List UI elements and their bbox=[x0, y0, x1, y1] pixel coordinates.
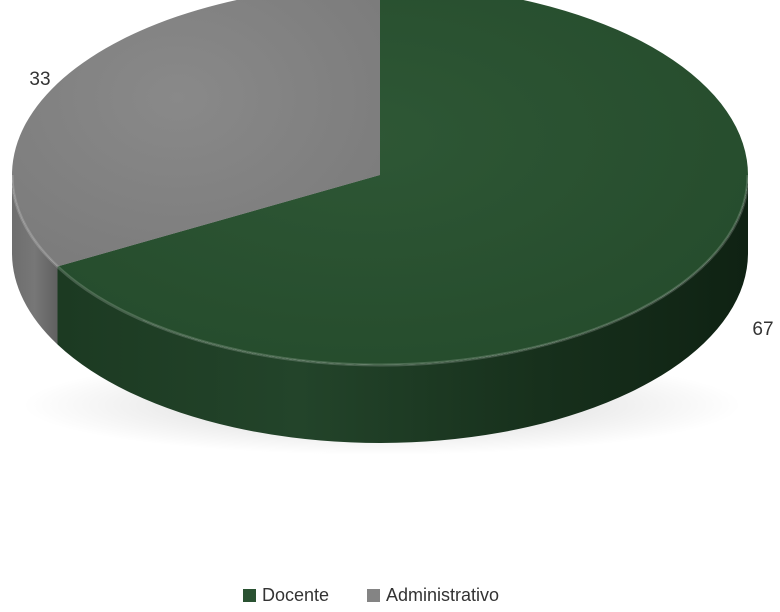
pie-rim-highlight bbox=[10, 174, 750, 367]
data-label-administrativo: 33 bbox=[29, 69, 50, 90]
legend-swatch-docente bbox=[243, 589, 256, 602]
pie-side-administrativo bbox=[12, 175, 58, 345]
legend-label-docente: Docente bbox=[262, 585, 329, 605]
legend-item-administrativo: Administrativo bbox=[367, 585, 499, 605]
legend: Docente Administrativo bbox=[243, 585, 499, 605]
pie-slice-administrativo bbox=[12, 0, 380, 267]
legend-label-administrativo: Administrativo bbox=[386, 585, 499, 605]
legend-item-docente: Docente bbox=[243, 585, 329, 605]
legend-swatch-administrativo bbox=[367, 589, 380, 602]
pie-side-docente bbox=[57, 175, 748, 444]
data-label-docente: 67 bbox=[752, 319, 773, 340]
pie-slice-docente bbox=[57, 0, 748, 365]
pie-tops bbox=[10, 0, 750, 367]
